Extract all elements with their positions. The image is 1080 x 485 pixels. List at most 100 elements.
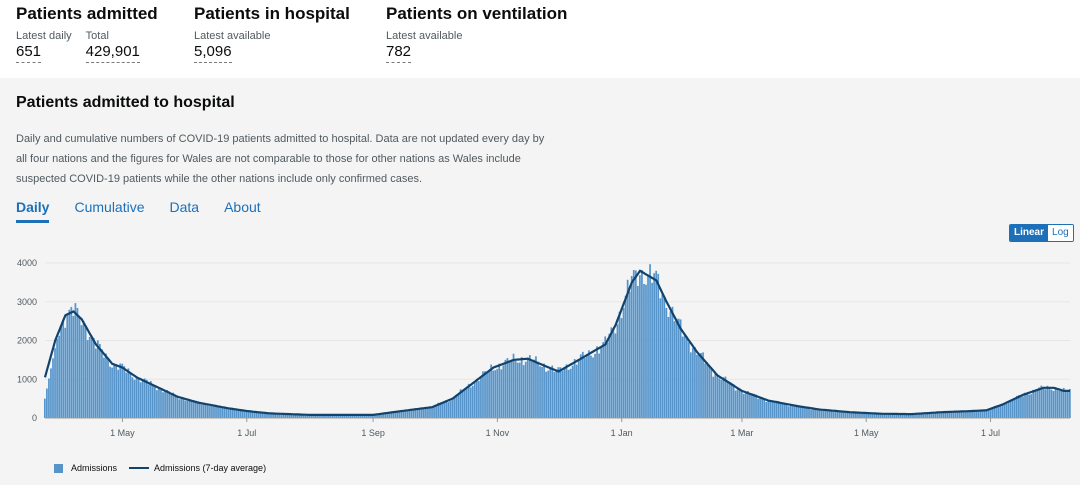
admissions-bar [810, 409, 812, 418]
admissions-bar [857, 412, 859, 418]
y-tick-label-1000: 1000 [17, 374, 37, 384]
admissions-bar [327, 415, 329, 418]
admissions-bar [1068, 388, 1071, 418]
admissions-bar [879, 413, 882, 418]
admissions-bar [147, 384, 150, 418]
scale-toggle: Linear Log [1009, 224, 1074, 242]
admissions-bar [367, 414, 370, 418]
admissions-bar [691, 348, 694, 418]
admissions-bar [747, 391, 749, 418]
admissions-bar [742, 393, 745, 418]
admissions-bar [172, 392, 175, 418]
admissions-bar [221, 406, 223, 418]
admissions-bar [681, 336, 684, 418]
admissions-bar [765, 402, 768, 418]
admissions-bar [822, 409, 825, 418]
admissions-bar [751, 393, 753, 418]
chart-gridlines [45, 262, 1070, 419]
admissions-bar [903, 413, 906, 418]
average-legend-label: Admissions (7-day average) [154, 463, 267, 473]
ventilation-value[interactable]: 782 [386, 43, 412, 63]
admissions-bar [88, 336, 91, 418]
admissions-bar [469, 387, 472, 418]
admissions-bar [863, 413, 865, 418]
admissions-bar [940, 411, 943, 418]
admissions-bar [1013, 399, 1016, 418]
in-hospital-value[interactable]: 5,096 [194, 43, 232, 63]
admissions-bar [910, 414, 912, 418]
admissions-bar [423, 407, 425, 418]
admissions-bar [310, 414, 313, 418]
admissions-bar [453, 396, 456, 418]
admissions-bar [1005, 403, 1008, 418]
admissions-bar [952, 412, 955, 418]
admitted-total-value[interactable]: 429,901 [85, 43, 140, 63]
admissions-bar [1060, 389, 1063, 418]
admissions-bar [1018, 395, 1020, 418]
admissions-bar [414, 408, 417, 418]
admissions-bar [708, 364, 711, 418]
log-scale-button[interactable]: Log [1048, 225, 1073, 241]
tab-cumulative[interactable]: Cumulative [74, 199, 145, 215]
admissions-bar [213, 405, 215, 418]
admitted-daily-value[interactable]: 651 [16, 43, 42, 63]
admissions-bar [1034, 390, 1037, 418]
admissions-bar [1036, 390, 1039, 418]
admissions-bar [143, 378, 146, 418]
admissions-bar [425, 408, 427, 418]
admissions-bar [679, 319, 682, 418]
admissions-bar [848, 412, 851, 418]
admissions-bar [526, 357, 529, 418]
admissions-bar [956, 411, 959, 418]
admissions-bar [671, 306, 674, 418]
admissions-bar [451, 398, 454, 418]
admissions-bar [439, 403, 442, 418]
tab-data[interactable]: Data [169, 199, 200, 215]
admissions-bar [461, 389, 464, 418]
admissions-bar [832, 411, 835, 418]
admissions-bar [726, 382, 729, 418]
admissions-bar [867, 412, 869, 418]
admissions-bar [855, 412, 857, 418]
admissions-bar [639, 275, 641, 418]
x-tick-label: 1 Jul [237, 428, 256, 438]
admissions-bar [846, 411, 849, 418]
admissions-bar [494, 370, 497, 418]
admissions-bar [74, 303, 77, 418]
admissions-bar [482, 371, 484, 418]
admissions-bar [72, 315, 75, 418]
admissions-bar [207, 405, 209, 418]
admissions-bar [333, 414, 336, 418]
admissions-bar [500, 369, 503, 418]
tab-about[interactable]: About [224, 199, 261, 215]
admissions-bar [168, 391, 171, 418]
admissions-bar [174, 394, 177, 418]
admissions-bar [1016, 395, 1018, 418]
admissions-bar [196, 401, 199, 418]
admissions-bar [96, 340, 99, 418]
admissions-bar [789, 404, 792, 418]
linear-scale-button[interactable]: Linear [1010, 225, 1049, 241]
admissions-bar [975, 411, 977, 418]
admissions-bar [237, 410, 240, 418]
x-tick-label: 1 May [854, 428, 879, 438]
admissions-bar [926, 412, 929, 418]
admissions-bar [43, 398, 46, 418]
admissions-bar [528, 355, 531, 418]
tab-daily[interactable]: Daily [16, 199, 50, 223]
seven-day-average-line [43, 269, 1070, 416]
admissions-bar [649, 264, 651, 418]
admissions-bar [94, 348, 97, 418]
admissions-bar [337, 414, 340, 418]
admissions-bar [473, 382, 476, 418]
admissions-bar [70, 306, 73, 418]
admissions-bar [329, 415, 332, 418]
admissions-bar [1046, 385, 1049, 418]
admissions-bar [315, 414, 317, 418]
admissions-bar [109, 366, 111, 418]
admissions-bar [105, 353, 107, 418]
admissions-bar [918, 413, 920, 418]
admissions-bar [934, 412, 937, 418]
admissions-bar [443, 402, 446, 418]
